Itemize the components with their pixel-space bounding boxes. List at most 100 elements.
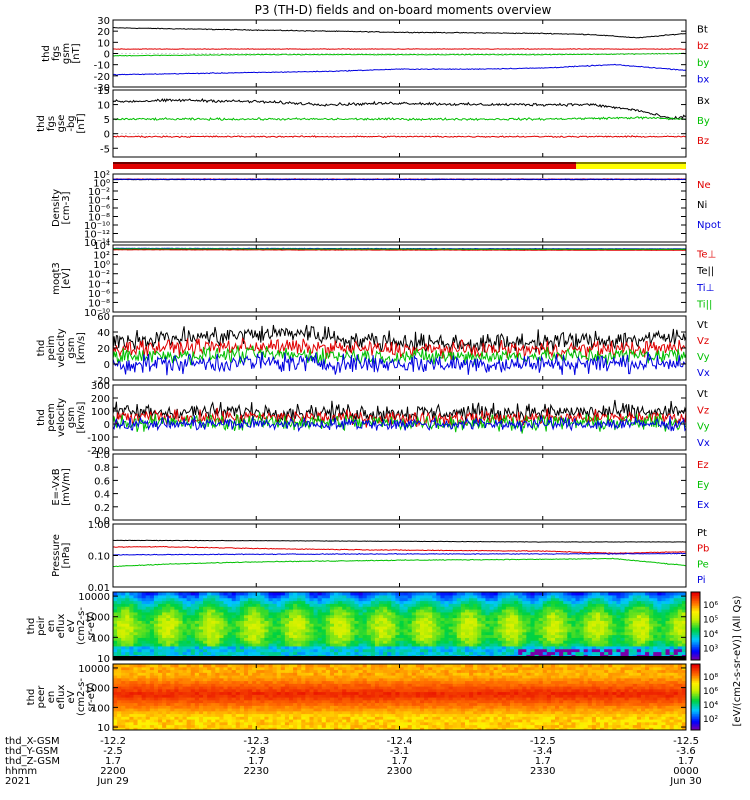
spectrogram-cell <box>559 637 564 641</box>
spectrogram-cell <box>620 626 626 630</box>
spectrogram-cell <box>362 606 368 610</box>
spectrogram-cell <box>231 713 237 717</box>
spectrogram-cell <box>117 592 122 596</box>
spectrogram-cell <box>190 648 196 653</box>
spectrogram-cell <box>608 628 613 633</box>
spectrogram-cell <box>600 623 605 627</box>
spectrogram-cell <box>162 666 167 671</box>
spectrogram-cell <box>334 609 339 613</box>
spectrogram-cell <box>174 606 180 610</box>
spectrogram-cell <box>514 614 519 619</box>
spectrogram-cell <box>579 600 585 604</box>
spectrogram-cell <box>649 631 654 636</box>
spectrogram-cell <box>362 600 368 604</box>
spectrogram-cell <box>391 645 397 650</box>
y-axis-label: peir <box>36 615 47 635</box>
spectrogram-cell <box>395 637 401 641</box>
spectrogram-cell <box>301 617 306 621</box>
spectrogram-cell <box>391 611 397 616</box>
spectrogram-cell <box>645 594 650 599</box>
spectrogram-cell <box>227 721 233 726</box>
spectrogram-cell <box>158 634 163 638</box>
spectrogram-cell <box>505 637 511 641</box>
spectrogram-cell <box>526 648 532 653</box>
spectrogram-cell <box>673 600 679 604</box>
spectrogram-cell <box>325 716 331 720</box>
spectrogram-cell <box>342 600 347 604</box>
spectrogram-cell <box>616 614 622 619</box>
spectrogram-cell <box>145 675 151 679</box>
spectrogram-cell <box>305 614 311 619</box>
spectrogram-cell <box>334 592 339 596</box>
spectrogram-cell <box>489 651 495 655</box>
y-axis-label: -bg <box>66 115 77 131</box>
spectrogram-cell <box>358 666 364 671</box>
spectrogram-cell <box>215 648 221 653</box>
spectrogram-cell <box>473 645 478 650</box>
spectrogram-cell <box>624 626 630 630</box>
spectrogram-cell <box>640 600 646 604</box>
spectrogram-cell <box>264 680 270 684</box>
spectrogram-cell <box>563 626 568 630</box>
spectrogram-cell <box>485 614 491 619</box>
spectrogram-cell <box>501 640 507 644</box>
spectrogram-cell <box>350 699 356 704</box>
spectrogram-cell <box>481 628 487 633</box>
spectrogram-cell <box>350 675 356 679</box>
spectrogram-cell <box>293 675 298 679</box>
spectrogram-cell <box>272 724 278 728</box>
spectrogram-cell <box>288 651 294 655</box>
spectrogram-cell <box>203 631 208 636</box>
spectrogram-cell <box>137 614 143 619</box>
spectrogram-cell <box>117 645 122 650</box>
spectrogram-cell <box>305 594 311 599</box>
spectrogram-cell <box>387 617 392 621</box>
spectrogram-cell <box>649 651 654 655</box>
spectrogram-cell <box>158 643 163 647</box>
spectrogram-cell <box>256 666 261 671</box>
spectrogram-cell <box>194 634 200 638</box>
spectrogram-cell <box>190 697 196 701</box>
spectrogram-cell <box>661 603 667 607</box>
spectrogram-cell <box>669 637 675 641</box>
spectrogram-cell <box>444 637 450 641</box>
spectrogram-cell <box>518 611 523 616</box>
spectrogram-cell <box>628 614 634 619</box>
spectrogram-cell <box>268 643 274 647</box>
spectrogram-cell <box>305 620 311 624</box>
spectrogram-cell <box>366 597 372 602</box>
spectrogram-cell <box>546 617 552 621</box>
spectrogram-cell <box>260 708 266 712</box>
spectrogram-cell <box>198 617 204 621</box>
spectrogram-cell <box>497 614 503 619</box>
spectrogram-cell <box>366 620 372 624</box>
spectrogram-cell <box>223 702 229 706</box>
spectrogram-cell <box>350 705 356 709</box>
spectrogram-cell <box>235 716 241 720</box>
spectrogram-cell <box>444 626 450 630</box>
spectrogram-cell <box>640 637 646 641</box>
spectrogram-cell <box>575 643 581 647</box>
spectrogram-cell <box>473 606 478 610</box>
spectrogram-cell <box>640 603 646 607</box>
spectrogram-cell <box>272 600 278 604</box>
spectrogram-cell <box>518 597 523 602</box>
spectrogram-cell <box>248 697 253 701</box>
spectrogram-cell <box>194 609 200 613</box>
spectrogram-cell <box>636 637 642 641</box>
spectrogram-cell <box>510 620 515 624</box>
spectrogram-cell <box>485 634 491 638</box>
spectrogram-cell <box>170 683 175 687</box>
spectrogram-cell <box>538 620 544 624</box>
spectrogram-cell <box>248 640 253 644</box>
spectrogram-cell <box>329 631 335 636</box>
spectrogram-cell <box>313 603 319 607</box>
spectrogram-cell <box>587 617 593 621</box>
spectrogram-cell <box>252 719 257 723</box>
spectrogram-cell <box>121 721 126 726</box>
spectrogram-cell <box>346 710 351 715</box>
spectrogram-cell <box>158 708 163 712</box>
spectrogram-cell <box>223 680 229 684</box>
